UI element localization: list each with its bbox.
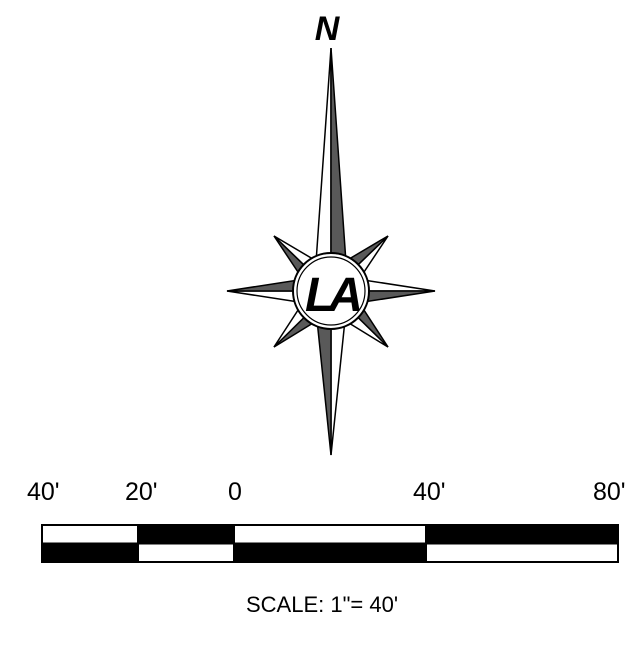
la-logo: LA — [305, 269, 360, 322]
scale-bar — [42, 525, 618, 562]
compass-rose — [227, 48, 435, 455]
scale-tick-label: 80' — [593, 478, 626, 507]
scale-tick-label: 40' — [27, 478, 60, 507]
scale-tick-label: 0 — [228, 478, 242, 507]
scale-tick-label: 20' — [125, 478, 158, 507]
scale-label: SCALE: 1"= 40' — [0, 592, 644, 618]
scale-tick-label: 40' — [413, 478, 446, 507]
north-label: N — [315, 10, 341, 48]
compass-cardinal-points — [227, 48, 435, 455]
